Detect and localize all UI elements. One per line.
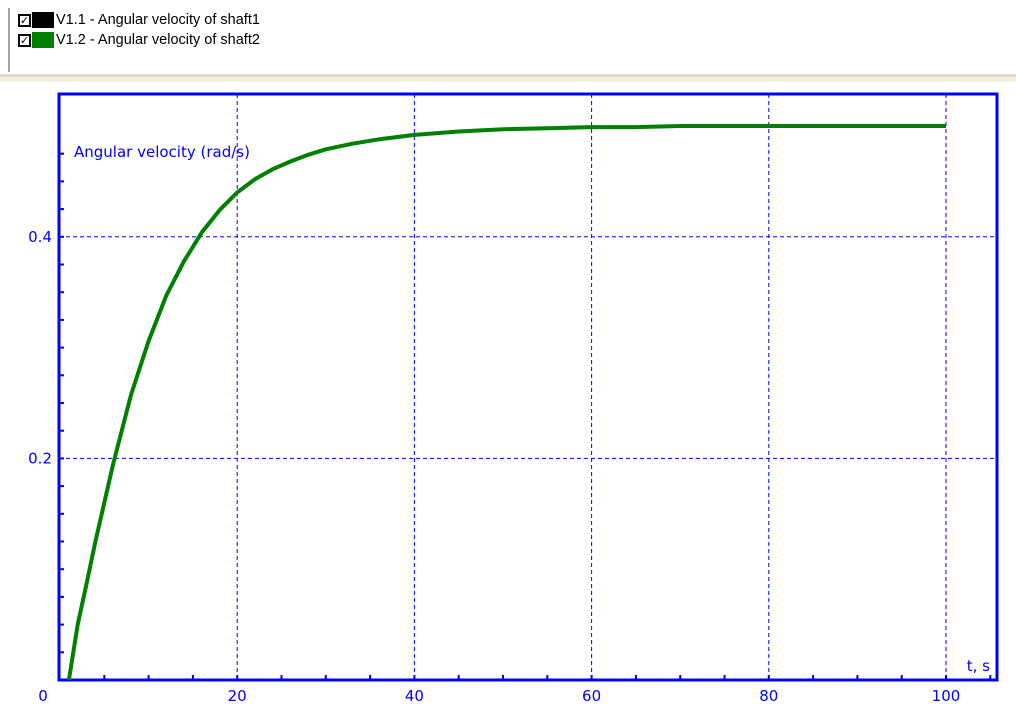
chart-area: 0 20 40 60 80 100 0.2 0.4 Angular velocity (ra… [28,92,999,704]
series-line-shaft2 [66,124,946,681]
plot-frame [57,92,999,682]
legend-label-shaft2: V1.2 - Angular velocity of shaft2 [56,32,260,48]
x-tick-label: 40 [405,687,424,704]
legend-swatch-shaft2 [32,32,54,48]
minor-ticks [59,152,992,680]
legend-item-shaft2[interactable]: ✓ V1.2 - Angular velocity of shaft2 [18,30,260,50]
y-tick-labels: 0.2 0.4 [28,228,52,468]
separator-band-light [0,77,1016,82]
x-axis-label: t, s [967,657,990,675]
legend-item-shaft1[interactable]: ✓ V1.1 - Angular velocity of shaft1 [18,10,260,30]
separator-band [0,74,1016,77]
x-tick-labels: 0 20 40 60 80 100 [38,687,960,704]
checkbox-checked-icon[interactable]: ✓ [18,33,31,47]
x-tick-label: 100 [932,687,961,704]
x-tick-label: 0 [38,687,48,704]
x-tick-label: 80 [759,687,778,704]
series-group [66,124,946,681]
grid-lines [59,94,997,680]
legend-panel: ✓ V1.1 - Angular velocity of shaft1 ✓ V1… [0,0,1016,76]
y-tick-label: 0.4 [28,228,52,246]
x-tick-label: 60 [582,687,601,704]
y-axis-label: Angular velocity (rad/s) [74,143,250,161]
y-tick-label: 0.2 [28,449,52,467]
checkbox-checked-icon[interactable]: ✓ [18,13,31,27]
legend-divider [8,8,10,72]
x-tick-label: 20 [228,687,247,704]
legend-label-shaft1: V1.1 - Angular velocity of shaft1 [56,12,260,28]
legend-swatch-shaft1 [32,12,54,28]
